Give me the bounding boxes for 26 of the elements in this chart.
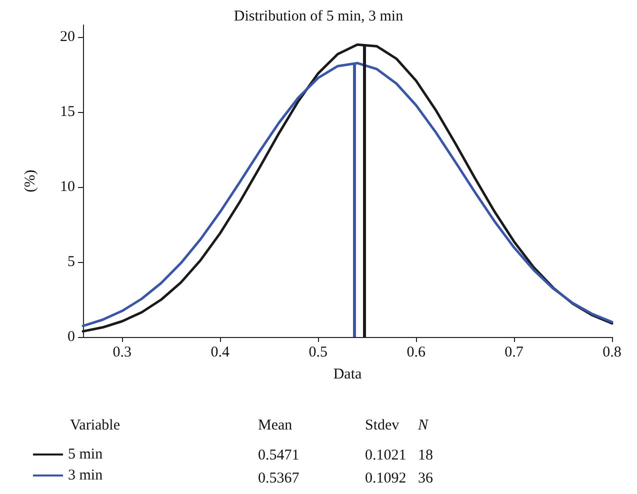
y-axis-title: (%) bbox=[22, 170, 38, 192]
text: 0.1021 bbox=[365, 448, 406, 464]
y-tick-label: 0 bbox=[68, 329, 75, 345]
text: Variable bbox=[70, 418, 120, 434]
x-tick-label: 0.8 bbox=[602, 344, 622, 360]
legend-label: 5 min bbox=[68, 446, 104, 462]
chart-title: Distribution of 5 min, 3 min bbox=[234, 8, 404, 24]
text: 18 bbox=[418, 448, 433, 464]
y-tick-label: 10 bbox=[60, 179, 75, 195]
text: Mean bbox=[258, 418, 293, 434]
text: 36 bbox=[418, 470, 434, 486]
y-tick-label: 20 bbox=[60, 29, 75, 45]
x-tick-label: 0.4 bbox=[210, 344, 230, 360]
text: 0.5367 bbox=[258, 470, 300, 486]
text: Stdev bbox=[365, 418, 400, 434]
text: 0.5471 bbox=[258, 448, 300, 464]
x-tick-label: 0.3 bbox=[112, 344, 132, 360]
x-tick-label: 0.5 bbox=[308, 344, 328, 360]
x-tick-label: 0.6 bbox=[406, 344, 426, 360]
y-tick-label: 15 bbox=[60, 104, 75, 120]
text: N bbox=[417, 418, 429, 434]
legend-label: 3 min bbox=[68, 468, 104, 484]
text: 0.1092 bbox=[365, 470, 406, 486]
x-axis-title: Data bbox=[333, 366, 362, 382]
y-tick-label: 5 bbox=[68, 254, 75, 270]
x-tick-label: 0.7 bbox=[504, 344, 524, 360]
